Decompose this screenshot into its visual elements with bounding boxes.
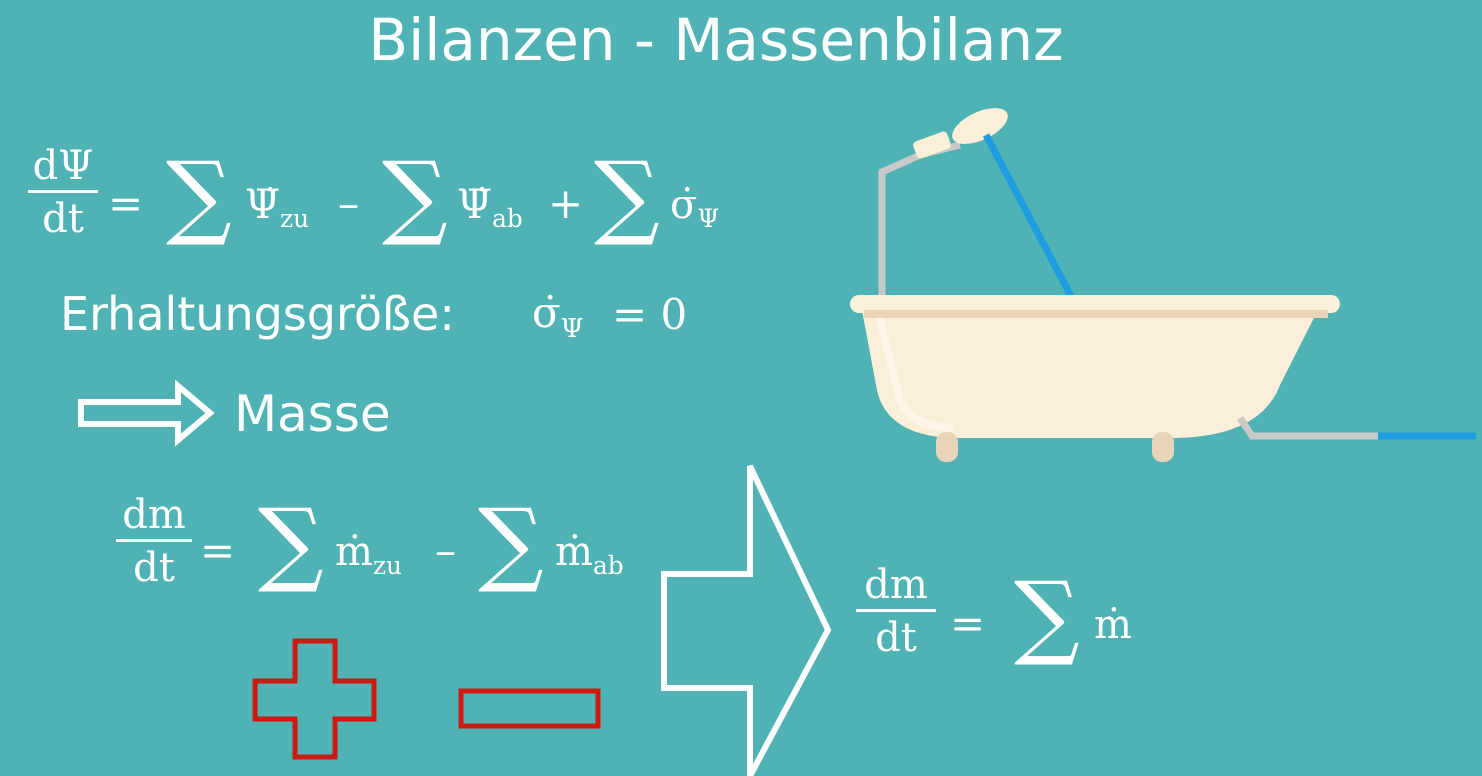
minus-sign: –: [338, 179, 359, 228]
double-arrow-right-icon: [78, 379, 215, 447]
result-denominator: dt: [875, 615, 917, 661]
bathtub-illustration: [850, 108, 1476, 462]
minus-sign: –: [435, 526, 456, 575]
water-stream: [982, 133, 1076, 300]
sigma-sub: Ψ: [697, 204, 720, 234]
tub-foot: [1152, 432, 1174, 462]
mass-label: Masse: [234, 385, 391, 443]
minus-icon: [458, 688, 601, 729]
big-arrow-right-icon: [661, 464, 832, 776]
drain-pipe: [1237, 416, 1380, 440]
equals-sign: =: [200, 526, 236, 575]
general-numerator: dΨ: [32, 143, 94, 189]
conservation-sigma: σ̇Ψ: [532, 292, 584, 342]
fraction-bar: [28, 190, 98, 193]
equals-zero: = 0: [612, 290, 688, 339]
sigma: σ̇: [670, 182, 698, 228]
m-out-term: ṁab: [555, 529, 624, 578]
psi-out-term: Ψ̇ab: [457, 182, 523, 231]
m-in-term: ṁzu: [335, 529, 402, 578]
sum-symbol: ∑: [382, 142, 448, 249]
sum-symbol: ∑: [1014, 562, 1080, 669]
equals-sign: =: [108, 179, 144, 228]
psi-in-term: Ψ̇zu: [245, 182, 309, 231]
tub-rim: [850, 295, 1340, 313]
sigma-term: σ̇Ψ: [670, 182, 719, 231]
plus-sign: +: [548, 179, 584, 228]
fraction-bar: [856, 609, 936, 612]
mass-denominator: dt: [133, 545, 175, 591]
sum-symbol: ∑: [594, 142, 660, 249]
result-fraction: dm dt: [856, 565, 936, 658]
general-fraction: dΨ dt: [28, 146, 98, 239]
equals-sign: =: [950, 599, 986, 648]
m-dot-in: ṁ: [335, 529, 373, 575]
psi-out-sub: ab: [492, 204, 523, 234]
tub-foot: [936, 432, 958, 462]
mass-numerator: dm: [122, 492, 186, 538]
fraction-bar: [116, 539, 192, 542]
conservation-label: Erhaltungsgröße:: [60, 287, 455, 341]
m-out-sub: ab: [592, 551, 624, 581]
m-dot: ṁ: [1094, 602, 1132, 648]
mass-fraction: dm dt: [116, 495, 192, 588]
psi-in-sub: zu: [280, 204, 310, 234]
page-title: Bilanzen - Massenbilanz: [368, 6, 1064, 74]
shower-head-icon: [913, 108, 1008, 159]
m-dot-out: ṁ: [555, 529, 593, 575]
sum-symbol: ∑: [258, 489, 324, 596]
psi-out: Ψ̇: [457, 182, 493, 228]
sum-symbol: ∑: [166, 142, 232, 249]
sum-symbol: ∑: [478, 489, 544, 596]
shower-pipe: [878, 141, 961, 295]
result-numerator: dm: [864, 562, 928, 608]
psi-in: Ψ̇: [245, 182, 281, 228]
general-denominator: dt: [42, 196, 84, 242]
sigma-sub: Ψ: [560, 313, 584, 344]
sigma: σ̇: [532, 288, 561, 337]
m-in-sub: zu: [372, 551, 402, 581]
tub-body: [862, 310, 1318, 438]
plus-icon: [252, 638, 377, 760]
